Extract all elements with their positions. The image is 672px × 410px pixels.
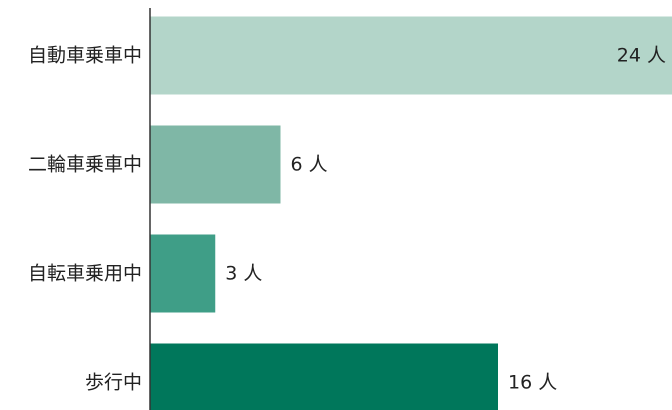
value-label-1: 6 人	[291, 154, 328, 176]
category-label-3: 歩行中	[85, 372, 142, 394]
bar-3	[150, 343, 498, 410]
value-label-0: 24 人	[617, 45, 666, 67]
category-label-0: 自動車乗車中	[28, 45, 142, 67]
bar-0	[150, 16, 672, 95]
category-label-2: 自転車乗用中	[28, 263, 142, 285]
category-label-1: 二輪車乗車中	[28, 154, 142, 176]
bar-2	[150, 234, 216, 313]
value-label-3: 16 人	[508, 372, 557, 394]
bar-1	[150, 125, 281, 204]
value-label-2: 3 人	[225, 263, 262, 285]
